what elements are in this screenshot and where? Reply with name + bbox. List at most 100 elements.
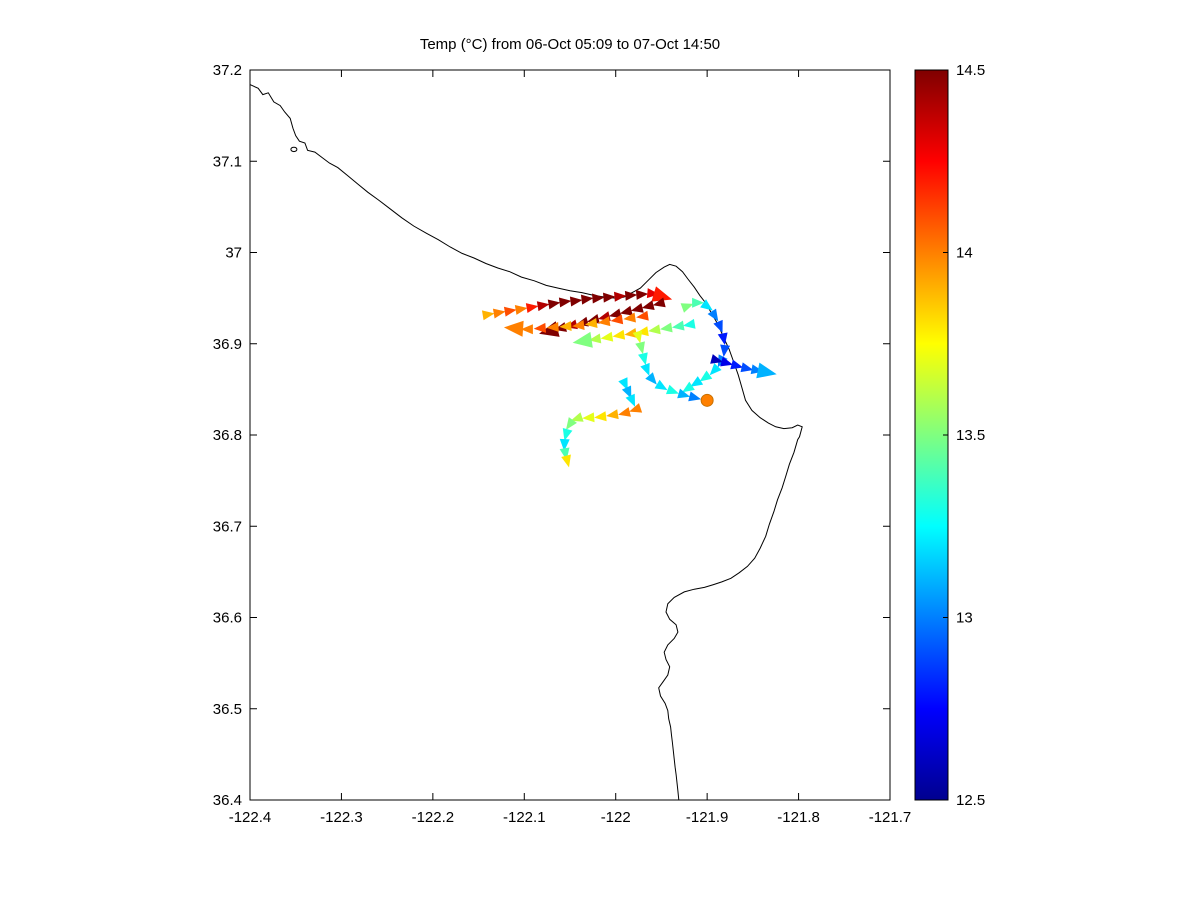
track-marker — [525, 303, 539, 314]
track-segment-east-loop — [680, 297, 731, 393]
track-marker — [730, 359, 744, 370]
track-marker — [619, 305, 633, 316]
track-marker — [536, 301, 550, 312]
track-segment-east-blue-eastward — [710, 354, 777, 379]
x-tick-label: -122.2 — [412, 809, 455, 826]
track-marker — [659, 322, 673, 333]
track-segment-southwest-excursion — [559, 403, 643, 468]
track-marker — [641, 300, 655, 310]
track-marker — [638, 352, 648, 366]
track-marker — [594, 411, 607, 422]
colorbar-tick-label: 14 — [956, 245, 973, 262]
track-marker — [597, 316, 611, 327]
track-marker — [625, 393, 636, 407]
track-marker — [602, 292, 616, 303]
track-marker — [632, 330, 643, 344]
track-segment-return-orange — [503, 310, 649, 337]
y-tick-label: 36.5 — [213, 701, 242, 718]
track-arrow — [756, 362, 777, 379]
track-marker — [740, 362, 754, 373]
track-marker — [630, 303, 644, 313]
track-marker — [591, 293, 605, 304]
track-marker — [645, 372, 657, 385]
track-marker — [707, 308, 719, 322]
track-marker — [677, 388, 691, 399]
track-marker — [654, 379, 668, 391]
track-marker — [584, 318, 598, 328]
track-segment-center-descent — [632, 330, 702, 402]
track-marker — [565, 417, 577, 430]
y-tick-label: 36.4 — [213, 792, 242, 809]
track-marker — [720, 344, 731, 358]
colorbar-tick-label: 14.5 — [956, 62, 985, 79]
track-marker — [547, 299, 561, 310]
track-marker — [648, 324, 661, 335]
y-tick-label: 37 — [225, 245, 242, 262]
track-marker — [692, 297, 705, 308]
track-marker — [682, 318, 696, 329]
track-marker — [520, 324, 533, 335]
x-tick-label: -122.4 — [229, 809, 272, 826]
track-marker — [588, 333, 602, 344]
coastline — [249, 84, 803, 801]
track-arrow — [503, 320, 524, 337]
track-marker — [546, 321, 559, 332]
track-marker — [709, 363, 722, 376]
track-marker — [492, 308, 506, 319]
axes: -122.4 -122.3 -122.2 -122.1 -122 -121.9 -121.8… — [213, 62, 911, 826]
track-marker — [569, 296, 583, 307]
track-marker — [558, 297, 572, 308]
track-marker — [680, 303, 694, 313]
x-tick-label: -122.3 — [320, 809, 363, 826]
colorbar: 12.5 13 13.5 14 14.5 — [914, 62, 985, 809]
track-marker — [572, 319, 585, 330]
track-arrow — [651, 286, 673, 302]
track-segment-small-cyan — [618, 377, 636, 407]
track-marker — [613, 291, 627, 302]
colorbar-tick-label: 13 — [956, 610, 973, 627]
track-marker — [624, 328, 637, 338]
track-marker — [561, 454, 571, 468]
x-tick-label: -121.8 — [777, 809, 820, 826]
track-marker — [717, 332, 728, 346]
track-marker — [618, 407, 631, 417]
track-marker — [636, 310, 649, 321]
track-marker — [640, 362, 650, 376]
track-marker — [533, 322, 547, 333]
track-layer — [481, 286, 777, 468]
track-marker — [690, 376, 704, 387]
track-marker — [481, 310, 495, 321]
track-marker — [665, 384, 679, 395]
track-marker — [699, 370, 713, 382]
current-position-marker — [700, 393, 714, 407]
track-marker — [635, 341, 645, 355]
track-marker — [562, 427, 573, 441]
track-marker — [621, 385, 632, 399]
colorbar-tick-label: 12.5 — [956, 792, 985, 809]
track-marker — [671, 320, 685, 331]
track-marker — [618, 377, 628, 391]
plot-border — [249, 69, 891, 801]
track-marker — [600, 331, 614, 342]
y-tick-label: 36.6 — [213, 610, 242, 627]
track-marker — [713, 319, 723, 333]
track-marker — [580, 294, 594, 305]
y-tick-label: 37.2 — [213, 62, 242, 79]
track-marker — [606, 409, 619, 420]
x-tick-label: -121.7 — [869, 809, 912, 826]
y-tick-label: 36.7 — [213, 518, 242, 535]
track-marker — [570, 412, 584, 422]
island-outline — [290, 146, 298, 153]
chart-title: Temp (°C) from 06-Oct 05:09 to 07-Oct 14… — [419, 36, 721, 53]
track-marker — [514, 304, 528, 315]
track-marker — [587, 313, 600, 324]
track-marker — [610, 314, 624, 325]
track-marker — [582, 412, 595, 423]
track-marker — [623, 312, 636, 323]
track-marker — [688, 391, 702, 402]
track-marker — [503, 306, 517, 317]
track-marker — [710, 354, 724, 364]
track-arrow — [572, 331, 593, 348]
